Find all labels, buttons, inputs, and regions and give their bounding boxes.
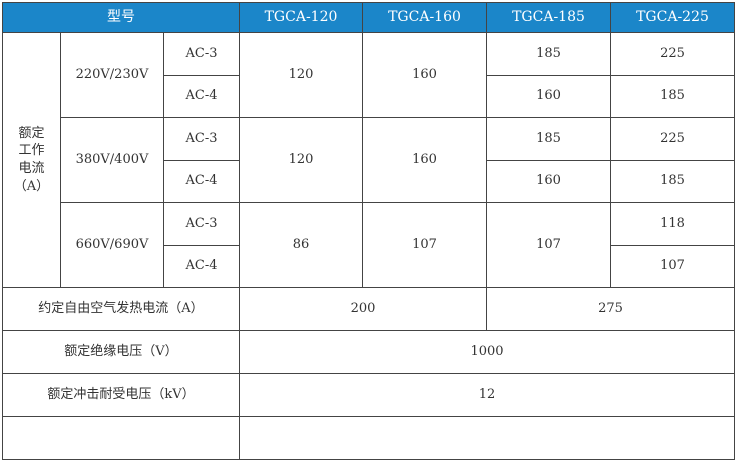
voltage-cell: 220V/230V [60,32,164,118]
empty-cell [2,416,240,460]
value-cell: 160 [362,117,487,203]
model-tgca-120: TGCA-120 [239,2,363,33]
table-row: 380V/400V AC-3 120 160 185 225 [3,117,735,203]
value-cell: 120 [239,117,363,203]
category-cell: AC-4 [163,74,240,118]
value-cell: 200 [239,287,487,331]
value-cell: 185 [486,32,611,76]
insulation-voltage-label: 额定绝缘电压（V） [2,330,240,374]
category-cell: AC-4 [163,244,240,288]
empty-cell [239,416,735,460]
model-tgca-160: TGCA-160 [362,2,487,33]
table-row: 660V/690V AC-3 86 107 107 118 [3,202,735,288]
table-row [2,416,735,460]
value-cell: 120 [239,32,363,118]
impulse-voltage-row: 额定冲击耐受电压（kV） 12 [2,373,735,417]
table-row: AC-4 160 185 [3,74,735,118]
value-cell: 160 [362,32,487,118]
category-cell: AC-3 [163,202,240,246]
value-cell: 185 [610,74,735,118]
voltage-cell: 380V/400V [60,117,164,203]
thermal-current-label: 约定自由空气发热电流（A） [2,287,240,331]
label-line: （A） [13,178,50,194]
value-cell: 275 [486,287,735,331]
value-cell: 1000 [239,330,735,374]
label-line: 工作 [18,143,45,159]
value-cell: 107 [362,202,487,288]
impulse-voltage-label: 额定冲击耐受电压（kV） [2,373,240,417]
insulation-voltage-row: 额定绝缘电压（V） 1000 [2,330,735,374]
label-line: 电流 [18,161,45,176]
model-tgca-185: TGCA-185 [486,2,611,33]
category-cell: AC-3 [163,117,240,161]
value-cell: 225 [610,32,735,76]
value-cell: 118 [610,202,735,246]
value-cell: 107 [486,202,611,288]
value-cell: 185 [486,117,611,161]
value-cell: 160 [486,74,611,118]
table-row: 额定 工作 电流 （A） 220V/230V AC-3 120 160 185 … [2,32,735,288]
value-cell: 225 [610,117,735,161]
model-label: 型号 [2,2,240,33]
thermal-current-row: 约定自由空气发热电流（A） 200 275 [2,287,735,331]
table-row: AC-4 107 [3,244,735,288]
value-cell: 86 [239,202,363,288]
model-tgca-225: TGCA-225 [610,2,735,33]
category-cell: AC-4 [163,159,240,203]
value-cell: 107 [610,244,735,288]
rated-current-label: 额定 工作 电流 （A） [2,32,61,288]
label-line: 额定 [18,125,45,141]
value-cell: 185 [610,159,735,203]
table-row: AC-4 160 185 [3,159,735,203]
category-cell: AC-3 [163,32,240,76]
voltage-cell: 660V/690V [60,202,164,288]
value-cell: 12 [239,373,735,417]
value-cell: 160 [486,159,611,203]
header-row: 型号 TGCA-120 TGCA-160 TGCA-185 TGCA-225 [2,2,735,33]
